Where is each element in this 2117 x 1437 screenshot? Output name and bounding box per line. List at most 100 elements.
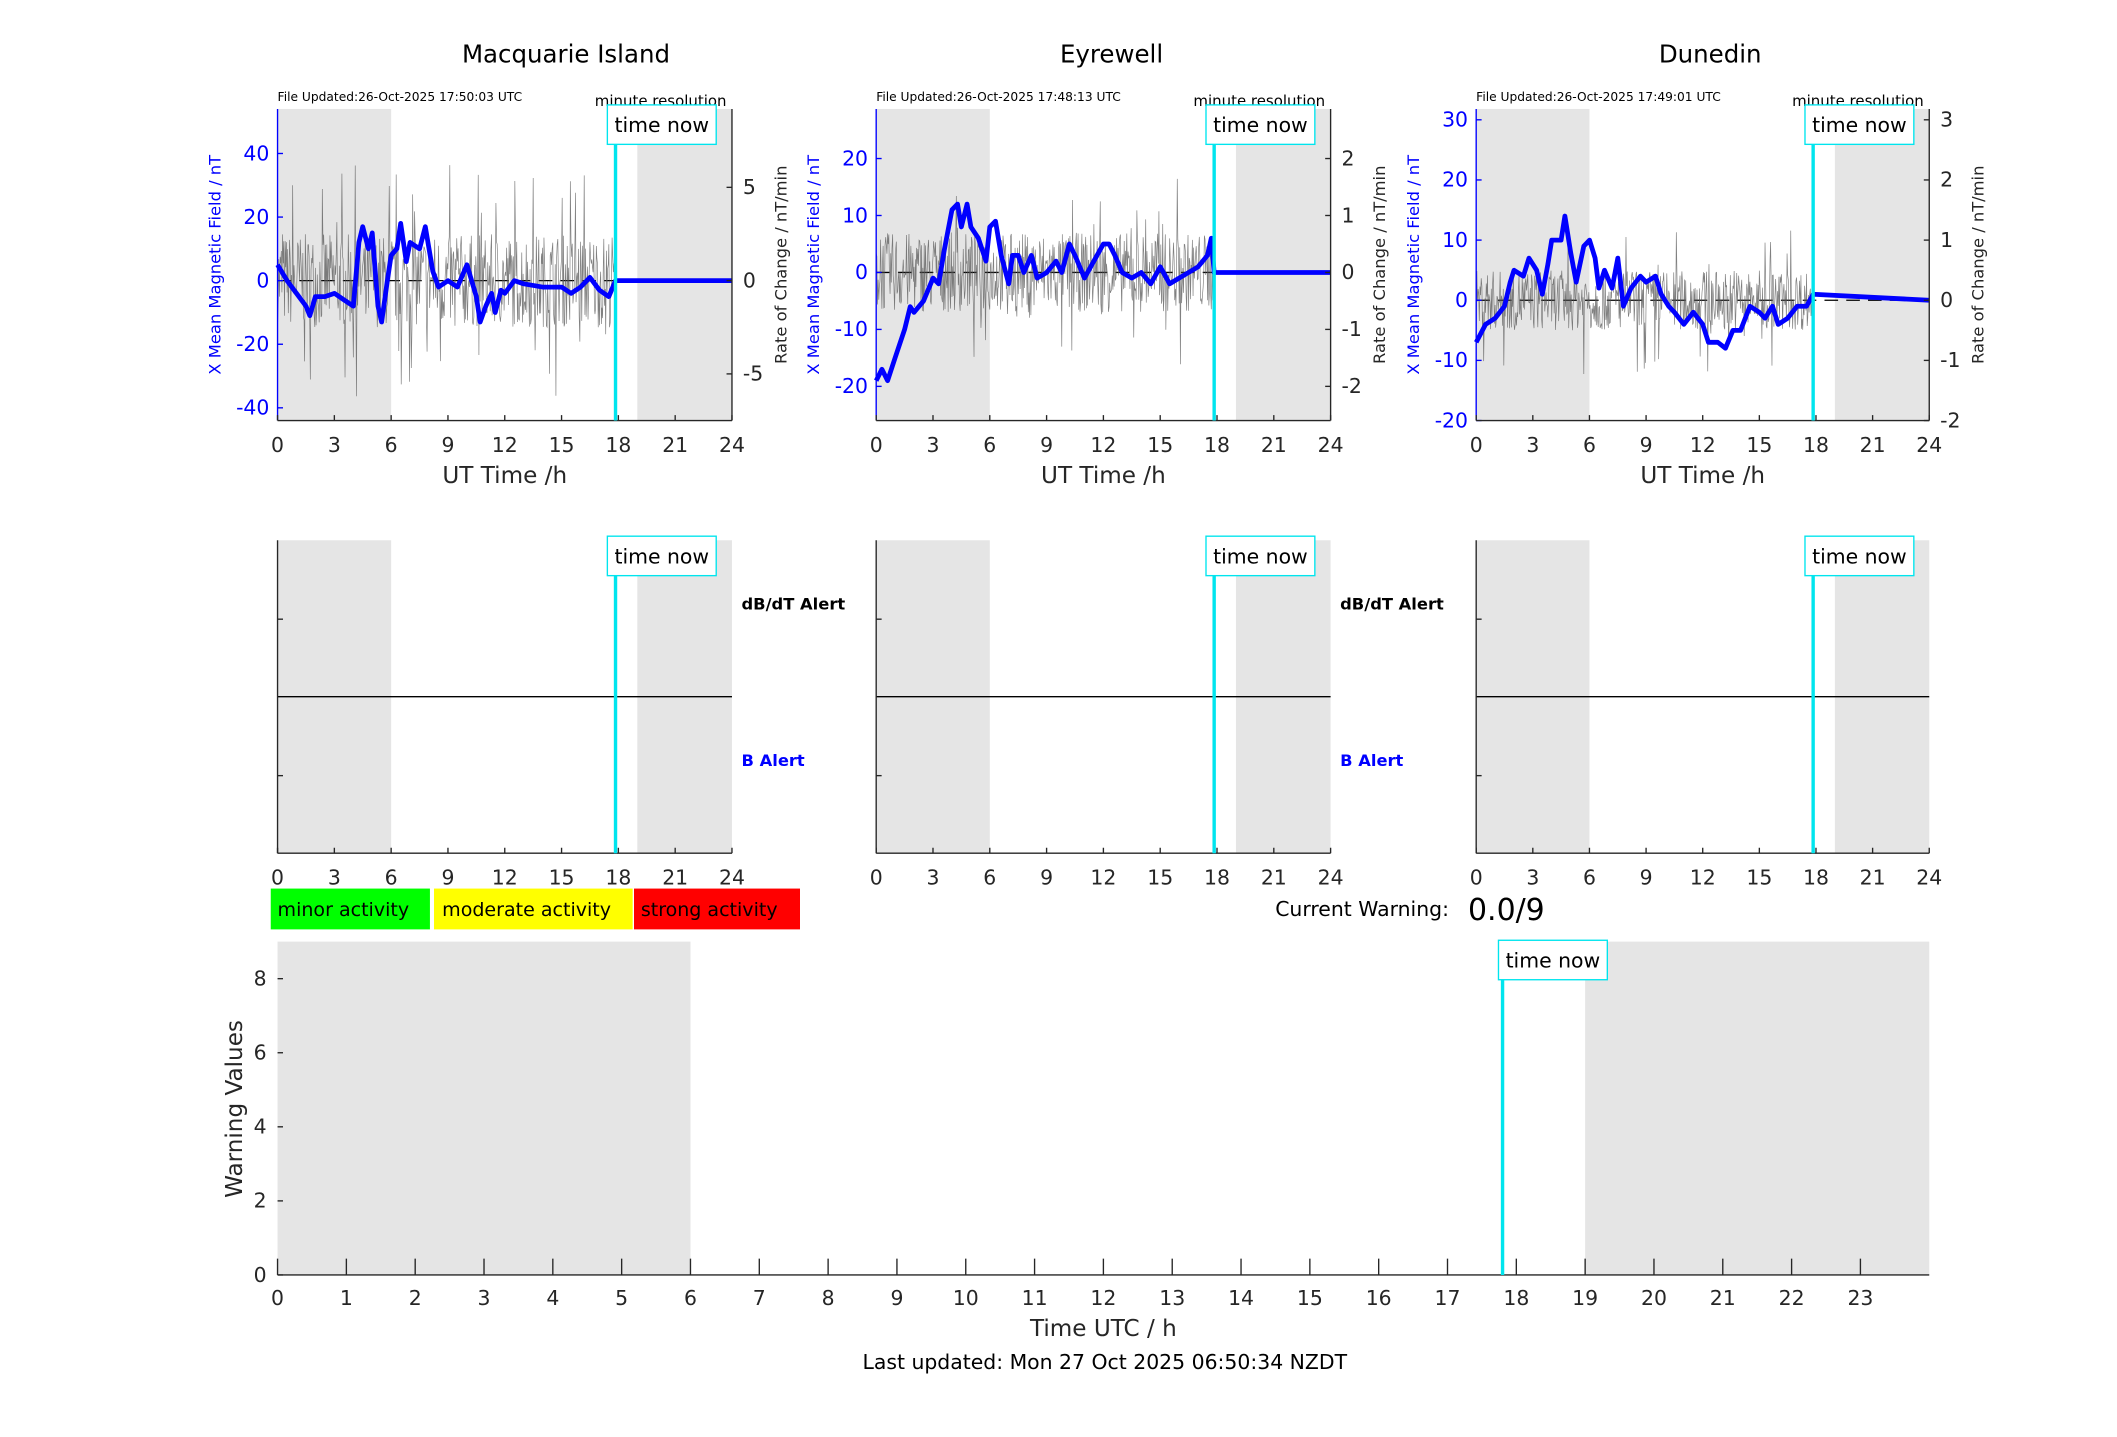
y2-tick-label: 3 (1940, 108, 1953, 132)
x-tick-label: 6 (385, 433, 398, 457)
x-tick-label: 12 (492, 433, 518, 457)
y-tick-label: -40 (236, 396, 269, 420)
time-now-label: time now (1506, 948, 1601, 972)
x-tick-label: 9 (441, 865, 454, 889)
x-tick-label: 3 (478, 1286, 491, 1310)
x-tick-label: 8 (822, 1286, 835, 1310)
x-tick-label: 0 (271, 865, 284, 889)
y2-axis-label: Rate of Change / nT/min (1370, 166, 1389, 364)
x-tick-label: 18 (1803, 433, 1829, 457)
x-tick-label: 4 (546, 1286, 559, 1310)
y-tick-label: 2 (254, 1189, 267, 1213)
x-tick-label: 10 (953, 1286, 979, 1310)
x-tick-label: 12 (492, 865, 518, 889)
y-tick-label: 8 (254, 966, 267, 990)
y2-tick-label: -1 (1940, 348, 1960, 372)
x-tick-label: 2 (409, 1286, 422, 1310)
y-tick-label: -20 (835, 374, 868, 398)
time-now-box (1205, 104, 1316, 146)
time-now-label: time now (1213, 544, 1308, 568)
x-tick-label: 9 (441, 433, 454, 457)
x-tick-label: 6 (385, 865, 398, 889)
x-tick-label: 14 (1228, 1286, 1254, 1310)
undefined: 0 3 6 9 12 15 18 21 24 time now (870, 535, 1344, 889)
x-tick-label: 23 (1847, 1286, 1873, 1310)
x-tick-label: 3 (328, 433, 341, 457)
y-tick-label: 40 (243, 141, 269, 165)
y-axis-label: X Mean Magnetic Field / nT (205, 154, 224, 375)
y-tick-label: 4 (254, 1115, 267, 1139)
last-updated-footer: Last updated: Mon 27 Oct 2025 06:50:34 N… (862, 1350, 1347, 1374)
x-tick-label: 6 (684, 1286, 697, 1310)
x-tick-label: 18 (1503, 1286, 1529, 1310)
x-tick-label: 12 (1090, 433, 1116, 457)
x-axis-label: UT Time /h (442, 463, 567, 489)
x-tick-label: 21 (662, 433, 688, 457)
x-tick-label: 24 (719, 433, 745, 457)
panel-title-dunedin: Dunedin (1659, 40, 1762, 69)
y2-tick-label: 1 (1341, 203, 1354, 227)
x-tick-label: 21 (1860, 433, 1886, 457)
legend-strong-swatch (634, 888, 800, 930)
x-tick-label: 9 (890, 1286, 903, 1310)
x-tick-label: 9 (1640, 433, 1653, 457)
rate-of-change-trace (1475, 230, 1814, 375)
y-tick-label: 10 (842, 203, 868, 227)
x-tick-label: 15 (1147, 433, 1173, 457)
x-tick-label: 6 (983, 433, 996, 457)
y-tick-label: 0 (855, 260, 868, 284)
current-warning-value: 0.0/9 (1468, 893, 1545, 928)
x-tick-label: 0 (870, 865, 883, 889)
x-tick-label: 22 (1779, 1286, 1805, 1310)
legend-moderate-swatch (434, 888, 633, 930)
file-updated-dunedin: File Updated:26-Oct-2025 17:49:01 UTC (1476, 90, 1721, 104)
time-now-box (606, 535, 717, 577)
legend-minor-label: minor activity (278, 899, 410, 921)
y2-tick-label: -1 (1341, 317, 1361, 341)
x-tick-label: 3 (926, 433, 939, 457)
y2-tick-label: -5 (743, 362, 763, 386)
x-tick-label: 11 (1022, 1286, 1048, 1310)
y-tick-label: 20 (1442, 168, 1468, 192)
legend-moderate-label: moderate activity (442, 899, 611, 921)
time-now-label: time now (1812, 544, 1907, 568)
x-tick-label: 9 (1040, 865, 1053, 889)
x-tick-label: 1 (340, 1286, 353, 1310)
y-tick-label: 30 (1442, 108, 1468, 132)
undefined: 0 3 6 9 12 15 18 21 24 time now (1470, 535, 1942, 889)
night-shade (1834, 108, 1930, 421)
magnetic-field-trace (275, 221, 732, 325)
rate-of-change-trace (277, 165, 616, 397)
night-shade (277, 108, 392, 421)
night-shade (1235, 108, 1331, 421)
x-tick-label: 0 (271, 433, 284, 457)
x-tick-label: 7 (753, 1286, 766, 1310)
x-tick-label: 12 (1690, 865, 1716, 889)
x-tick-label: 18 (605, 865, 631, 889)
legend-minor-swatch (270, 888, 430, 930)
x-axis-label: UT Time /h (1041, 463, 1166, 489)
time-now-label: time now (1213, 113, 1308, 137)
x-tick-label: 18 (605, 433, 631, 457)
y-tick-label: -20 (236, 332, 269, 356)
time-now-box (606, 104, 717, 146)
x-tick-label: 12 (1090, 1286, 1116, 1310)
x-tick-label: 3 (1526, 433, 1539, 457)
x-tick-label: 15 (1147, 865, 1173, 889)
x-tick-label: 6 (983, 865, 996, 889)
x-tick-label: 0 (1470, 433, 1483, 457)
x-tick-label: 9 (1040, 433, 1053, 457)
x-tick-label: 16 (1366, 1286, 1392, 1310)
x-tick-label: 21 (1261, 865, 1287, 889)
time-now-label: time now (614, 544, 709, 568)
y-tick-label: 0 (1455, 288, 1468, 312)
y-tick-label: -10 (835, 317, 868, 341)
x-tick-label: 24 (719, 865, 745, 889)
y-tick-label: 10 (1442, 228, 1468, 252)
x-tick-label: 0 (1470, 865, 1483, 889)
file-updated-macquarie: File Updated:26-Oct-2025 17:50:03 UTC (278, 90, 523, 104)
magnetic-field-trace (1474, 213, 1930, 351)
